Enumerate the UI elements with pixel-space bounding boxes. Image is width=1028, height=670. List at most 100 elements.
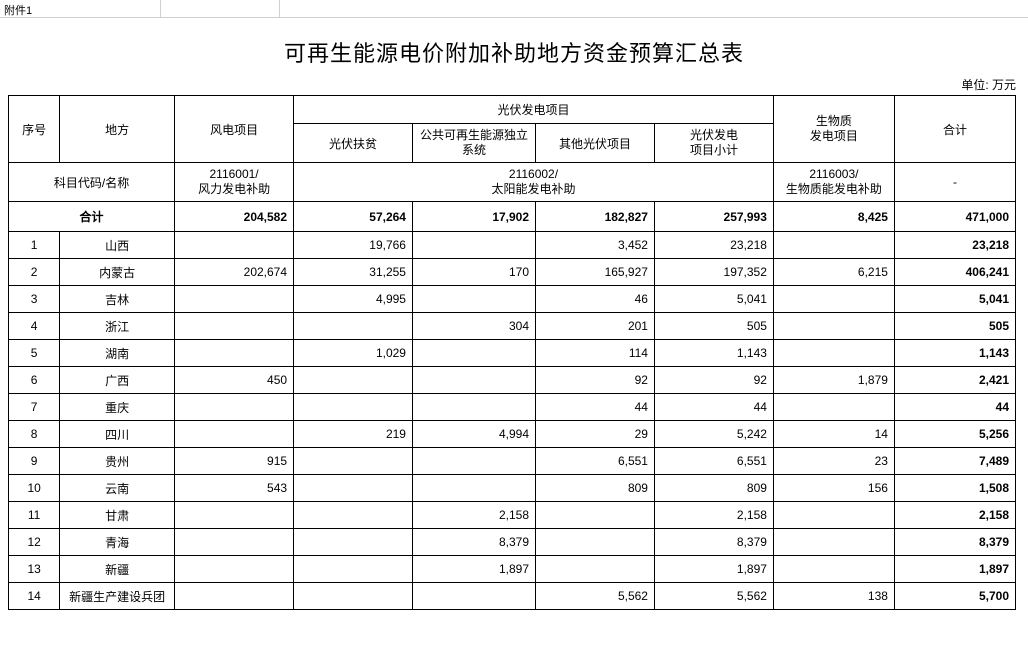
cell-pv-poverty: 4,995 [294,286,413,313]
cell-pv-public [412,394,535,421]
cell-seq: 6 [9,367,60,394]
subject-code-row: 科目代码/名称 2116001/风力发电补助 2116002/太阳能发电补助 2… [9,163,1016,202]
table-row: 6广西45092921,8792,421 [9,367,1016,394]
sum-pv-public: 17,902 [412,202,535,232]
cell-pv-subtotal: 1,897 [654,556,773,583]
cell-pv-other: 201 [536,313,655,340]
cell-pv-subtotal: 809 [654,475,773,502]
cell-pv-other: 46 [536,286,655,313]
cell-wind [175,529,294,556]
table-row: 14新疆生产建设兵团5,5625,5621385,700 [9,583,1016,610]
table-row: 5湖南1,0291141,1431,143 [9,340,1016,367]
cell-total: 5,256 [894,421,1015,448]
cell-seq: 10 [9,475,60,502]
header-wind: 风电项目 [175,96,294,163]
header-pv-group: 光伏发电项目 [294,96,774,124]
table-row: 3吉林4,995465,0415,041 [9,286,1016,313]
cell-wind [175,286,294,313]
cell-biomass: 23 [773,448,894,475]
cell-location: 贵州 [60,448,175,475]
cell-wind [175,340,294,367]
cell-total: 2,158 [894,502,1015,529]
cell-seq: 3 [9,286,60,313]
cell-pv-poverty: 219 [294,421,413,448]
cell-wind [175,583,294,610]
cell-pv-public: 4,994 [412,421,535,448]
cell-pv-poverty [294,448,413,475]
header-total: 合计 [894,96,1015,163]
cell-pv-other: 92 [536,367,655,394]
cell-pv-subtotal: 5,041 [654,286,773,313]
header-seq: 序号 [9,96,60,163]
cell-biomass [773,394,894,421]
cell-total: 44 [894,394,1015,421]
table-body: 科目代码/名称 2116001/风力发电补助 2116002/太阳能发电补助 2… [9,163,1016,610]
cell-pv-poverty [294,556,413,583]
subject-total: - [894,163,1015,202]
cell-total: 2,421 [894,367,1015,394]
cell-pv-other: 114 [536,340,655,367]
cell-pv-public [412,286,535,313]
sum-label: 合计 [9,202,175,232]
cell-biomass [773,556,894,583]
cell-pv-public [412,232,535,259]
table-header: 序号 地方 风电项目 光伏发电项目 生物质发电项目 合计 光伏扶贫 公共可再生能… [9,96,1016,163]
cell-total: 23,218 [894,232,1015,259]
cell-wind: 543 [175,475,294,502]
sum-biomass: 8,425 [773,202,894,232]
cell-location: 内蒙古 [60,259,175,286]
cell-location: 四川 [60,421,175,448]
cell-biomass [773,340,894,367]
cell-location: 湖南 [60,340,175,367]
cell-seq: 2 [9,259,60,286]
cell-pv-poverty [294,394,413,421]
cell-wind [175,232,294,259]
header-location: 地方 [60,96,175,163]
subject-label: 科目代码/名称 [9,163,175,202]
cell-biomass [773,286,894,313]
cell-wind [175,556,294,583]
table-row: 10云南5438098091561,508 [9,475,1016,502]
cell-total: 5,700 [894,583,1015,610]
cell-pv-poverty [294,313,413,340]
sheet-header-strip: 附件1 [0,0,1028,18]
cell-seq: 11 [9,502,60,529]
cell-seq: 7 [9,394,60,421]
attachment-label: 附件1 [4,2,32,18]
cell-location: 云南 [60,475,175,502]
cell-pv-subtotal: 8,379 [654,529,773,556]
cell-seq: 9 [9,448,60,475]
cell-biomass: 138 [773,583,894,610]
cell-total: 8,379 [894,529,1015,556]
cell-biomass [773,502,894,529]
cell-biomass [773,313,894,340]
page-title: 可再生能源电价附加补助地方资金预算汇总表 [0,36,1028,68]
cell-location: 甘肃 [60,502,175,529]
table-row: 4浙江304201505505 [9,313,1016,340]
cell-pv-subtotal: 1,143 [654,340,773,367]
table-row: 1山西19,7663,45223,21823,218 [9,232,1016,259]
cell-pv-subtotal: 197,352 [654,259,773,286]
cell-pv-subtotal: 92 [654,367,773,394]
header-pv-poverty: 光伏扶贫 [294,124,413,163]
cell-biomass: 6,215 [773,259,894,286]
header-pv-public: 公共可再生能源独立系统 [412,124,535,163]
cell-pv-subtotal: 5,242 [654,421,773,448]
cell-pv-poverty [294,529,413,556]
cell-pv-other [536,556,655,583]
cell-location: 新疆生产建设兵团 [60,583,175,610]
cell-seq: 8 [9,421,60,448]
sum-pv-other: 182,827 [536,202,655,232]
cell-pv-poverty: 19,766 [294,232,413,259]
sum-row: 合计 204,582 57,264 17,902 182,827 257,993… [9,202,1016,232]
cell-total: 406,241 [894,259,1015,286]
cell-wind: 450 [175,367,294,394]
table-row: 11甘肃2,1582,1582,158 [9,502,1016,529]
table-row: 9贵州9156,5516,551237,489 [9,448,1016,475]
cell-wind [175,421,294,448]
cell-pv-poverty [294,475,413,502]
cell-seq: 4 [9,313,60,340]
cell-pv-public: 170 [412,259,535,286]
cell-total: 1,508 [894,475,1015,502]
title-area: 可再生能源电价附加补助地方资金预算汇总表 [0,18,1028,76]
